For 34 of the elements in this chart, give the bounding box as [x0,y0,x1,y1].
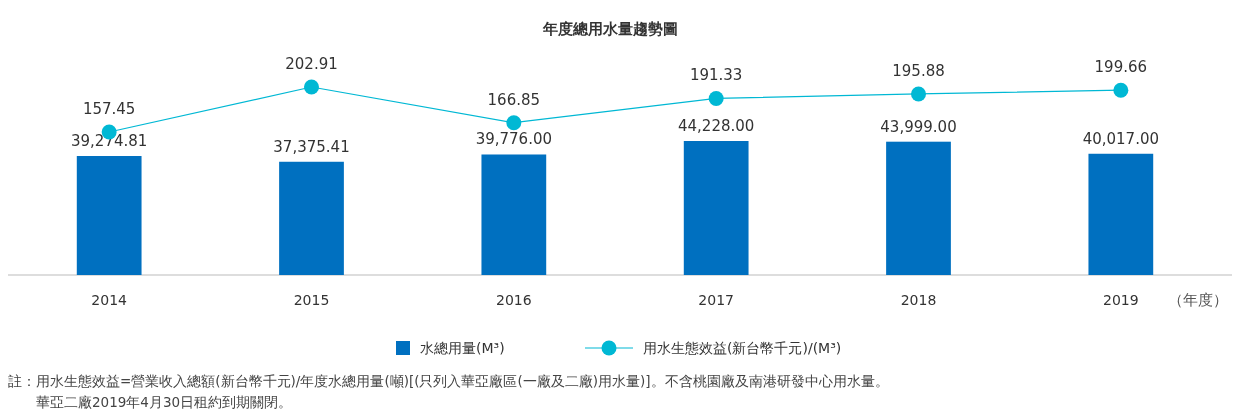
x-tick-label: 2017 [698,292,734,308]
bar [683,141,749,275]
point [506,115,522,131]
data-label: 40,017.00 [1082,129,1160,148]
data-label: 43,999.00 [880,117,957,136]
data-label: 195.88 [892,61,945,80]
data-label: 166.85 [487,90,541,109]
legend-label: 水總用量(M³) [420,340,505,356]
data-label: 44,228.00 [677,117,755,135]
legend-label: 用水生態效益(新台幣千元)/(M³) [643,340,842,356]
x-tick-label: 2016 [496,292,532,308]
bar [279,161,344,275]
point [708,90,724,106]
x-axis-title: （年度） [1168,291,1228,309]
data-label: 157.45 [82,100,136,118]
data-label: 37,375.41 [273,137,350,156]
bar [1088,153,1154,275]
point [304,79,319,95]
x-tick-label: 2014 [91,292,128,308]
chart-title: 年度總用水量趨勢圖 [541,20,678,38]
data-label: 199.66 [1094,58,1148,77]
point [1113,82,1129,98]
text: 註：用水生態效益=營業收入總額(新台幣千元)/年度水總用量(噸)[(只列入華亞廠區(一廠及二廠)用水量)]。不含桃園廠及南港研發中心用水量。 [8,373,889,389]
bar [481,154,547,275]
x-tick-label: 2015 [293,292,330,308]
bar [76,156,142,275]
text: 華亞二廠2019年4月30日租約到期關閉。 [36,394,293,410]
x-tick-label: 2018 [900,292,937,308]
data-label: 202.91 [285,55,338,73]
point [911,86,926,102]
x-tick-label: 2019 [1103,292,1139,308]
bar [886,141,951,275]
data-label: 191.33 [689,66,743,85]
data-label: 39,776.00 [475,130,553,149]
